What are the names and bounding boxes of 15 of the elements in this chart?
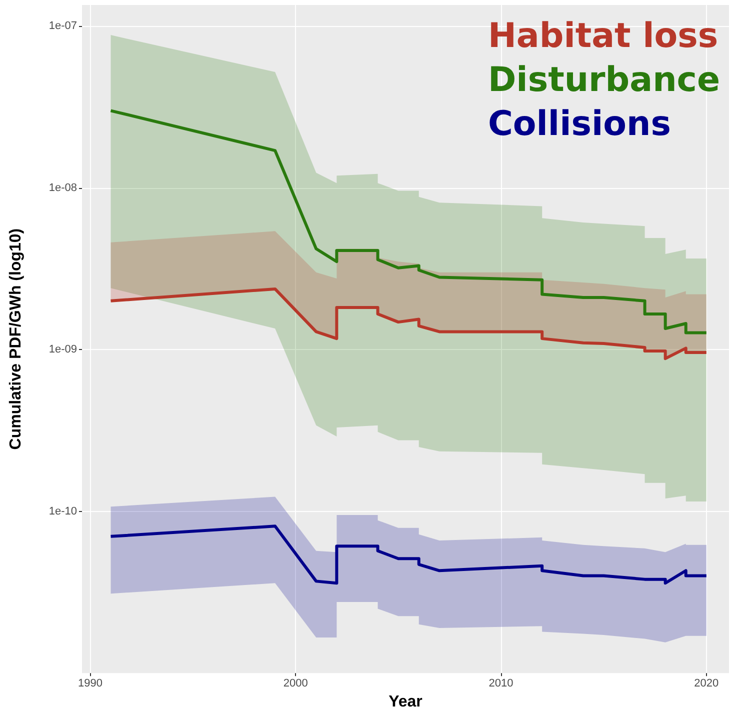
- y-axis-title: Cumulative PDF/GWh (log10): [8, 228, 24, 450]
- x-axis-title: Year: [388, 694, 422, 710]
- line-series: [109, 287, 708, 360]
- y-tick-label: 1e-07: [48, 20, 77, 32]
- text: Habitat loss: [488, 16, 718, 56]
- y-tick-label: 1e-09: [48, 344, 77, 356]
- text: Collisions: [488, 104, 671, 144]
- text: Disturbance: [488, 60, 720, 100]
- x-tick-label: 2010: [488, 678, 514, 690]
- line-series: [109, 109, 708, 334]
- x-tick-label: 1990: [78, 678, 102, 690]
- x-tick-label: 2020: [694, 678, 719, 690]
- y-tick-label: 1e-08: [48, 182, 77, 194]
- y-tick-label: 1e-10: [48, 505, 77, 518]
- x-tick-label: 2000: [283, 678, 308, 690]
